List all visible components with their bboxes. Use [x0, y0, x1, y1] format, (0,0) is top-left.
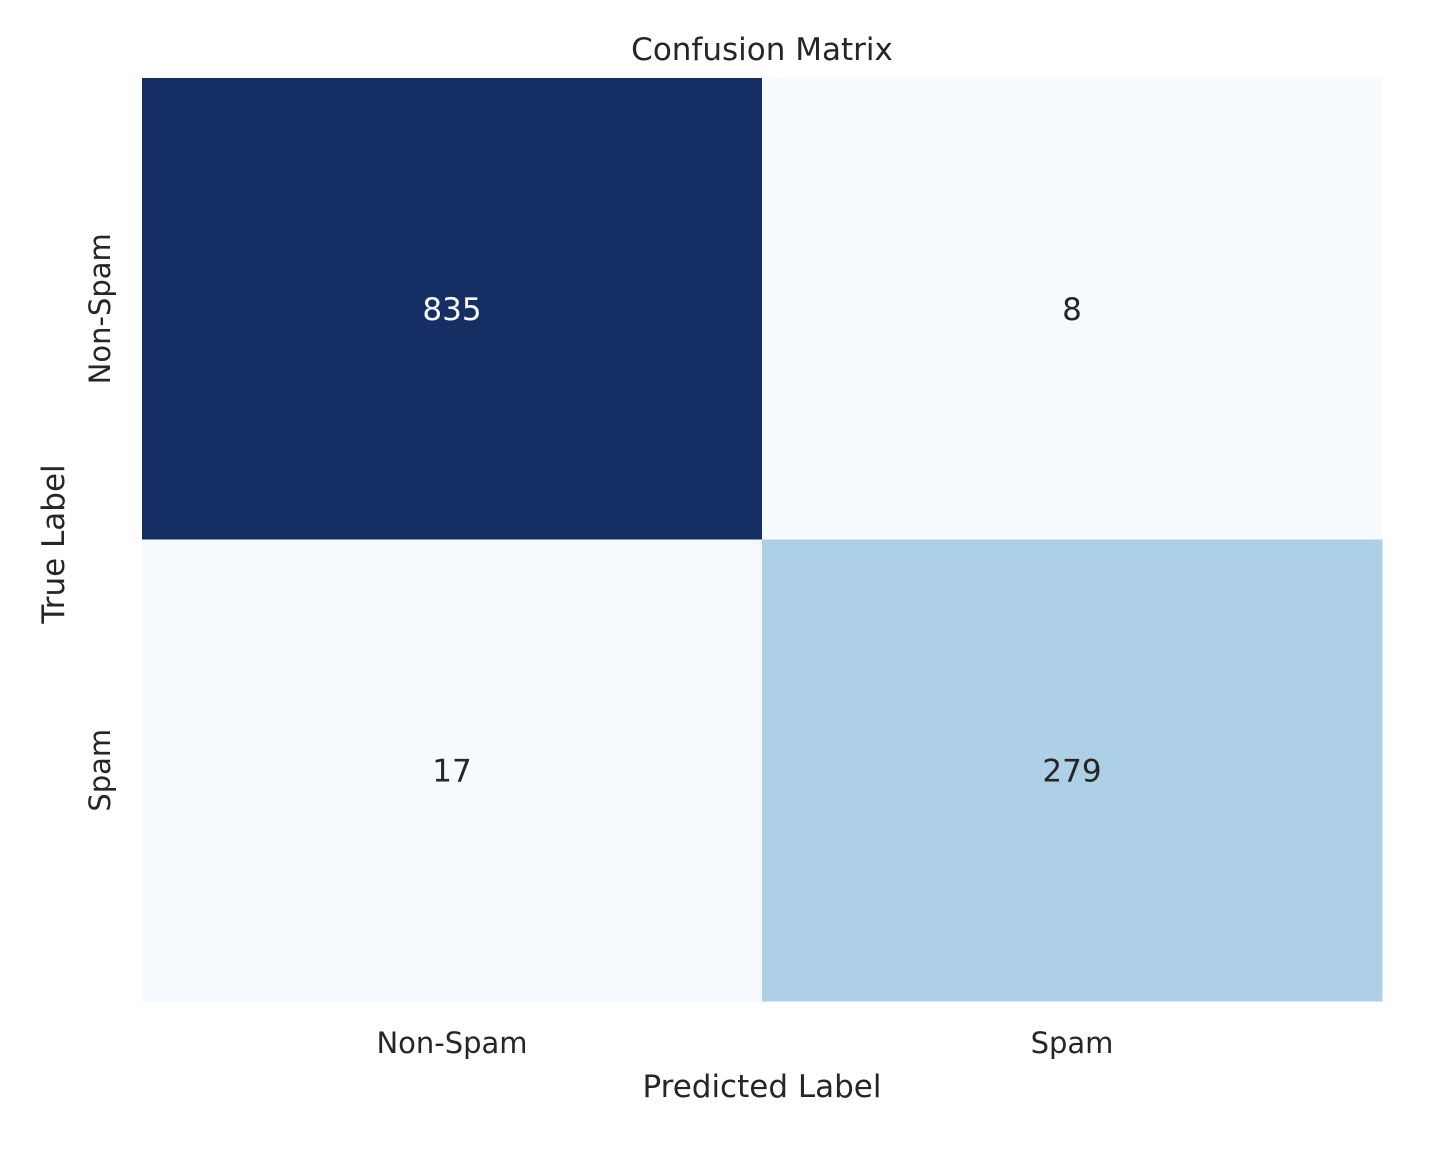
cell-value-0-1: 8: [1062, 292, 1082, 328]
cell-value-1-1: 279: [1042, 753, 1101, 789]
heatmap-cell-0-1: [762, 78, 1383, 540]
y-tick-label-1: Spam: [83, 729, 117, 812]
heatmap-cell-labels: 835 8 17 279: [422, 292, 1101, 790]
chart-title: Confusion Matrix: [631, 32, 893, 68]
heatmap-cells: [142, 78, 1383, 1002]
x-axis-label: Predicted Label: [642, 1069, 881, 1105]
x-tick-labels: Non-Spam Spam: [376, 1026, 1113, 1060]
y-tick-label-0: Non-Spam: [83, 233, 117, 384]
y-axis-label: True Label: [36, 464, 72, 624]
y-tick-labels: Non-Spam Spam: [83, 233, 117, 811]
cell-value-1-0: 17: [432, 753, 471, 789]
cell-value-0-0: 835: [422, 292, 481, 328]
x-tick-label-1: Spam: [1031, 1026, 1114, 1060]
heatmap-cell-0-0: [142, 78, 763, 540]
x-tick-label-0: Non-Spam: [376, 1026, 527, 1060]
heatmap-cell-1-0: [142, 539, 763, 1002]
heatmap-cell-1-1: [762, 539, 1383, 1002]
